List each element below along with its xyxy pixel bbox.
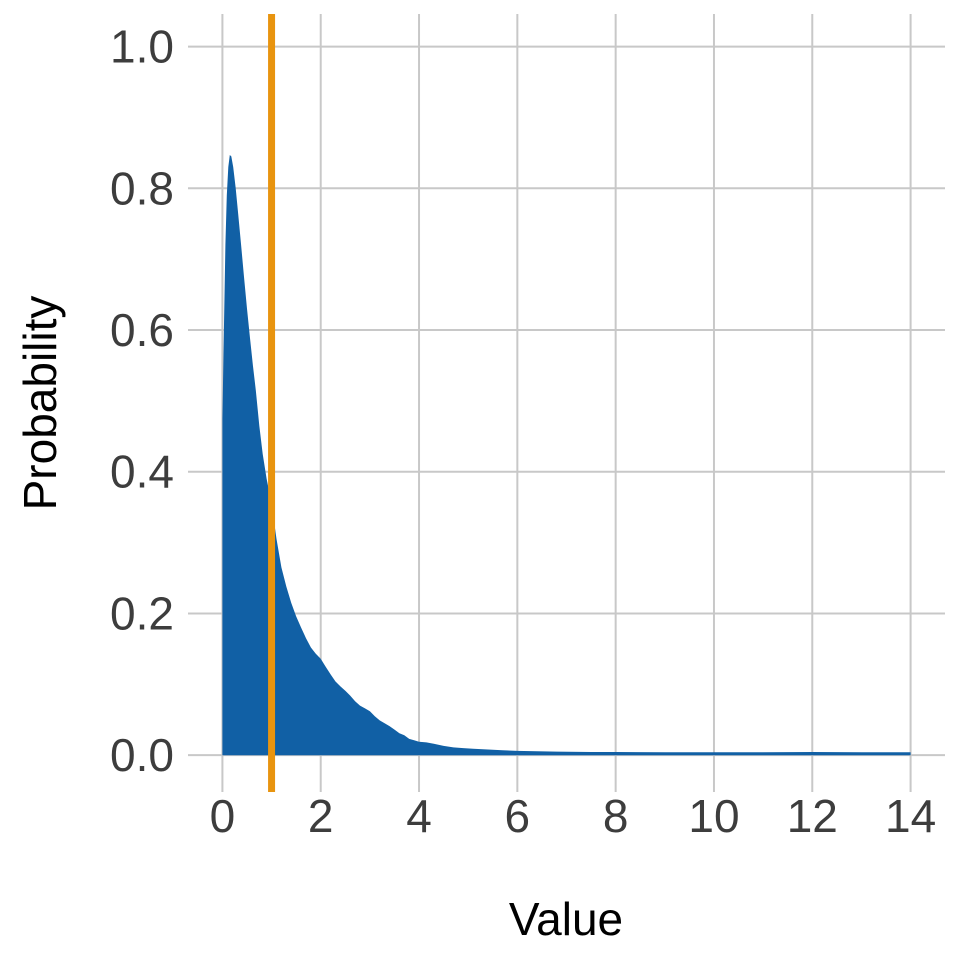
x-tick-label: 10 (688, 790, 739, 842)
x-tick-label: 0 (210, 790, 236, 842)
x-axis-label: Value (509, 893, 623, 945)
y-tick-label: 0.4 (110, 446, 174, 498)
x-tick-label: 6 (505, 790, 531, 842)
y-tick-label: 0.2 (110, 587, 174, 639)
x-tick-label: 12 (787, 790, 838, 842)
density-area (222, 155, 911, 756)
y-tick-label: 0.6 (110, 304, 174, 356)
y-axis-label: Probability (14, 296, 66, 511)
x-tick-label: 4 (406, 790, 432, 842)
y-tick-labels: 0.0 0.2 0.4 0.6 0.8 1.0 (110, 21, 174, 782)
x-gridlines (221, 14, 912, 792)
x-tick-label: 2 (308, 790, 334, 842)
y-tick-label: 0.0 (110, 729, 174, 781)
x-tick-label: 8 (603, 790, 629, 842)
y-tick-label: 1.0 (110, 21, 174, 73)
y-tick-label: 0.8 (110, 162, 174, 214)
x-tick-label: 14 (885, 790, 936, 842)
x-tick-labels: 0 2 4 6 8 10 12 14 (210, 790, 937, 842)
density-area-group (222, 155, 911, 756)
